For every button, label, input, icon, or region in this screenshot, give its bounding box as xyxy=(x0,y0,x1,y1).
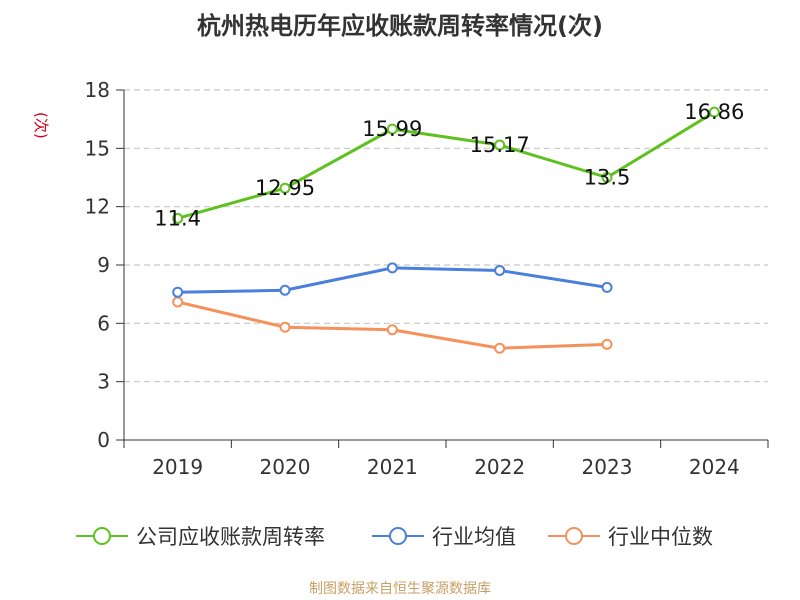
data-point-1 xyxy=(386,262,398,274)
x-tick-label: 2020 xyxy=(260,455,311,479)
legend-item-industry-median[interactable]: 行业中位数 xyxy=(548,518,713,554)
legend-label-company: 公司应收账款周转率 xyxy=(136,525,325,549)
y-tick-label: 12 xyxy=(85,195,110,219)
data-point-0 xyxy=(601,172,613,183)
data-point-0 xyxy=(708,106,720,118)
x-tick-label: 2021 xyxy=(367,455,418,479)
data-point-0 xyxy=(386,123,398,135)
data-label: 13.5 xyxy=(584,166,631,190)
data-point-0 xyxy=(279,182,291,194)
x-tick-label: 2019 xyxy=(152,455,203,479)
y-tick-label: 9 xyxy=(97,253,110,277)
y-tick-label: 18 xyxy=(85,78,110,102)
data-label: 16.86 xyxy=(684,100,744,124)
data-label: 11.4 xyxy=(154,206,201,230)
data-point-1 xyxy=(172,286,184,298)
x-tick-label: 2024 xyxy=(689,455,740,479)
chart-title: 杭州热电历年应收账款周转率情况(次) xyxy=(197,12,603,40)
legend-marker-company xyxy=(76,527,128,545)
data-label: 15.17 xyxy=(470,133,530,157)
data-label: 12.95 xyxy=(255,176,315,200)
y-tick-label: 15 xyxy=(85,136,110,160)
series-line-0 xyxy=(177,110,716,220)
x-tick-label: 2022 xyxy=(474,455,525,479)
legend-marker-industry-median xyxy=(548,527,600,545)
data-point-1 xyxy=(601,281,613,293)
y-tick-label: 0 xyxy=(97,428,110,452)
legend: 公司应收账款周转率 行业均值 行业中位数 xyxy=(0,518,800,554)
legend-marker-industry-average xyxy=(372,527,424,545)
x-tick-label: 2023 xyxy=(582,455,633,479)
legend-item-company[interactable]: 公司应收账款周转率 xyxy=(76,518,325,554)
line-chart: 0 3 6 9 12 15 18 2019 2020 2021 2022 2023 2024 11.4 12… xyxy=(85,78,769,479)
data-point-2 xyxy=(601,338,613,350)
legend-label-industry-average: 行业均值 xyxy=(432,525,516,549)
data-point-2 xyxy=(494,342,506,354)
legend-item-industry-average[interactable]: 行业均值 xyxy=(372,518,516,554)
source-footer: 制图数据来自恒生聚源数据库 xyxy=(309,581,491,597)
data-point-2 xyxy=(279,321,291,333)
data-point-1 xyxy=(279,284,291,296)
data-point-2 xyxy=(386,324,398,336)
data-point-2 xyxy=(172,296,184,308)
data-point-0 xyxy=(172,212,184,224)
y-tick-label: 3 xyxy=(97,370,110,394)
data-label: 15.99 xyxy=(362,117,422,141)
legend-label-industry-median: 行业中位数 xyxy=(608,525,713,549)
data-point-0 xyxy=(494,139,506,151)
data-point-1 xyxy=(494,264,506,276)
y-tick-label: 6 xyxy=(97,311,110,335)
